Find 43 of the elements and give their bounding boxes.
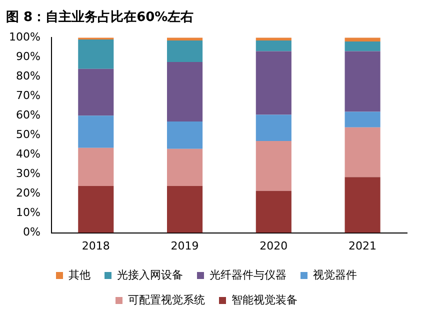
bar	[344, 127, 380, 178]
bar	[344, 177, 380, 233]
bar	[167, 122, 203, 149]
legend-label: 光纤器件与仪器	[210, 268, 286, 282]
legend-label: 智能视觉装备	[232, 293, 298, 306]
bar	[167, 40, 203, 62]
x-tick-label: 2020	[260, 239, 288, 252]
bar	[344, 51, 380, 112]
y-tick-label: 0%	[22, 226, 40, 239]
y-tick-label: 100%	[8, 30, 40, 44]
bar	[256, 40, 292, 52]
bar	[256, 51, 292, 115]
y-tick-label: 30%	[16, 167, 40, 180]
y-tick-label: 20%	[16, 186, 40, 200]
y-tick-label: 40%	[16, 148, 40, 161]
x-tick-label: 2019	[170, 239, 199, 252]
bar	[344, 42, 380, 52]
bar	[256, 141, 292, 191]
bar	[78, 40, 114, 69]
bar	[78, 116, 114, 148]
y-tick-label: 60%	[16, 108, 40, 122]
bar	[167, 148, 203, 186]
y-tick-label: 80%	[16, 70, 40, 82]
legend-label: 可配置视觉系统	[128, 293, 205, 306]
bar	[344, 112, 380, 128]
bar	[78, 186, 114, 233]
bar	[78, 68, 114, 116]
bar	[167, 62, 203, 122]
y-tick-label: 10%	[16, 206, 40, 220]
bar	[344, 38, 380, 42]
y-tick-label: 50%	[16, 128, 40, 142]
bar	[256, 114, 292, 142]
y-tick-label: 70%	[16, 89, 40, 102]
x-tick-label: 2021	[348, 239, 377, 252]
legend-label: 其他	[68, 268, 90, 282]
bar	[167, 186, 203, 233]
x-tick-label: 2018	[82, 239, 110, 252]
y-tick-label: 90%	[16, 50, 40, 63]
legend-label: 视觉器件	[313, 268, 357, 282]
chart-title: 图 8：自主业务占比在60%左右	[6, 9, 194, 26]
legend-label: 光接入网设备	[117, 268, 183, 282]
bar	[78, 148, 114, 186]
bar	[256, 190, 292, 233]
